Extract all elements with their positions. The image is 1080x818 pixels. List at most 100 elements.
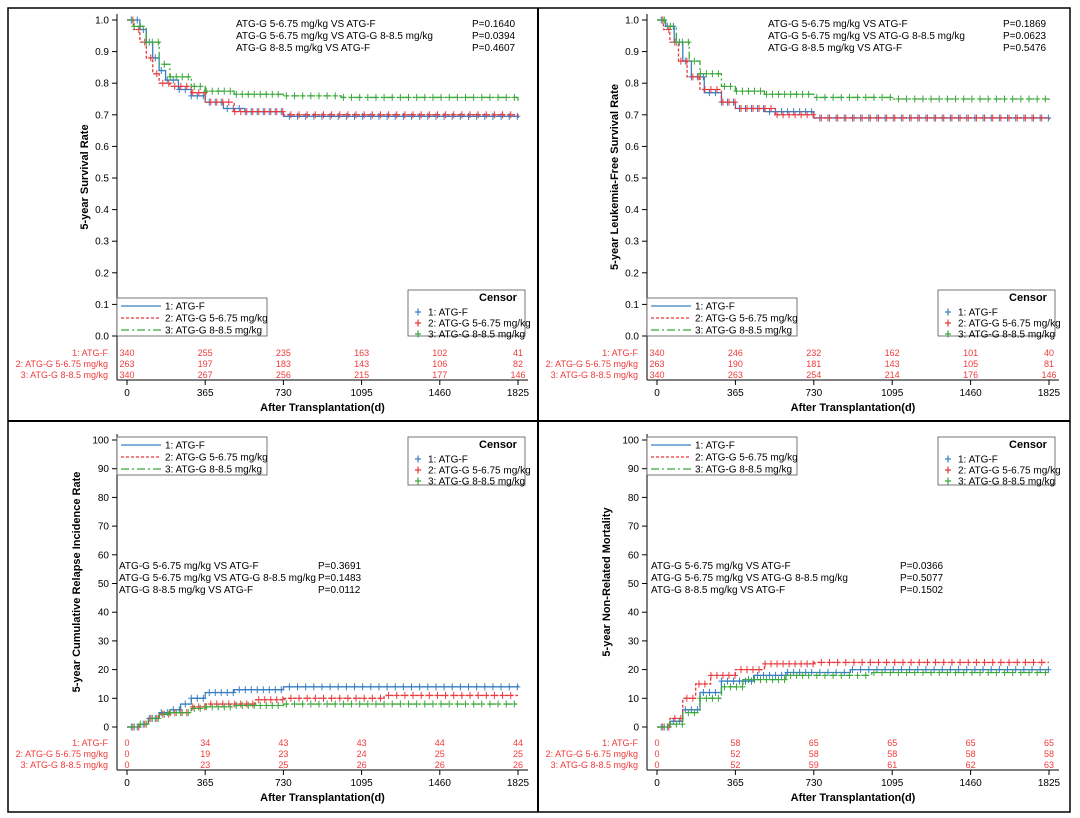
- censor-legend-label: 2: ATG-G 5-6.75 mg/kg: [958, 319, 1061, 330]
- censor-mark: [691, 57, 698, 65]
- y-tick-label: 0.8: [95, 79, 109, 90]
- censor-mark: [171, 82, 178, 90]
- risk-count: 176: [963, 370, 978, 380]
- censor-mark: [392, 112, 399, 120]
- risk-count: 43: [278, 738, 288, 748]
- censor-mark: [784, 108, 791, 116]
- risk-count: 340: [119, 348, 134, 358]
- risk-count: 23: [200, 760, 210, 770]
- censor-mark: [188, 92, 195, 100]
- censor-mark: [661, 723, 668, 731]
- risk-count: 25: [278, 760, 288, 770]
- x-tick-label: 730: [805, 778, 822, 789]
- censor-mark: [299, 700, 306, 708]
- censor-mark: [774, 660, 781, 668]
- censor-mark: [239, 701, 246, 709]
- censor-mark: [775, 676, 782, 684]
- censor-mark: [197, 82, 204, 90]
- censor-mark: [799, 671, 806, 679]
- y-tick-label: 70: [628, 522, 640, 533]
- censor-mark: [875, 658, 882, 666]
- risk-row-label: 2: ATG-G 5-6.75 mg/kg: [546, 359, 638, 369]
- censor-mark: [679, 38, 686, 46]
- x-tick-label: 1825: [1038, 388, 1061, 399]
- censor-mark: [179, 73, 186, 81]
- y-tick-label: 90: [98, 464, 110, 475]
- censor-mark: [143, 720, 150, 728]
- censor-mark: [475, 111, 482, 119]
- censor-mark: [173, 709, 180, 717]
- censor-mark: [158, 67, 165, 75]
- censor-mark: [446, 93, 453, 101]
- censor-mark: [177, 82, 184, 90]
- censor-mark: [511, 700, 518, 708]
- censor-mark: [233, 701, 240, 709]
- censor-legend-label: 3: ATG-G 8-8.5 mg/kg: [958, 477, 1055, 488]
- censor-mark: [473, 112, 480, 120]
- x-tick-label: 1825: [1038, 778, 1061, 789]
- censor-mark: [153, 70, 160, 78]
- pvalue: P=0.4607: [472, 43, 516, 54]
- censor-mark: [254, 686, 261, 694]
- censor-mark: [769, 676, 776, 684]
- censor-mark: [408, 683, 415, 691]
- censor-mark: [679, 720, 686, 728]
- censor-mark: [467, 111, 474, 119]
- censor-mark: [810, 111, 817, 119]
- censor-mark: [275, 701, 282, 709]
- censor-mark: [867, 114, 874, 122]
- censor-mark: [263, 701, 270, 709]
- censor-mark: [457, 112, 464, 120]
- y-axis-title: 5-year Cumulative Relapse Incidence Rate: [71, 472, 83, 693]
- censor-mark: [315, 92, 322, 100]
- censor-mark: [299, 92, 306, 100]
- x-tick-label: 730: [275, 388, 292, 399]
- risk-count: 82: [513, 359, 523, 369]
- x-axis-title: After Transplantation(d): [791, 792, 916, 804]
- censor-mark: [957, 658, 964, 666]
- censor-mark: [891, 658, 898, 666]
- risk-count: 0: [654, 749, 659, 759]
- x-tick-label: 0: [124, 778, 130, 789]
- censor-mark: [224, 104, 231, 112]
- censor-mark: [968, 668, 975, 676]
- censor-mark: [691, 709, 698, 717]
- censor-legend-title: Censor: [1009, 292, 1048, 304]
- censor-mark: [336, 694, 343, 702]
- censor-mark: [957, 114, 964, 122]
- censor-mark: [911, 668, 918, 676]
- censor-mark: [429, 93, 436, 101]
- censor-mark: [743, 666, 750, 674]
- censor-mark: [385, 691, 392, 699]
- censor-mark: [739, 683, 746, 691]
- censor-mark: [287, 694, 294, 702]
- risk-count: 101: [963, 348, 978, 358]
- censor-mark: [230, 689, 237, 697]
- censor-mark: [808, 668, 815, 676]
- censor-mark: [903, 668, 910, 676]
- censor-mark: [449, 112, 456, 120]
- risk-count: 23: [278, 749, 288, 759]
- censor-legend-mark-3: [415, 330, 421, 338]
- y-tick-label: 30: [628, 636, 640, 647]
- risk-count: 214: [885, 370, 900, 380]
- pvalue: P=0.1640: [472, 19, 516, 30]
- censor-mark: [725, 98, 732, 106]
- censor-mark: [507, 111, 514, 119]
- risk-count: 63: [1044, 760, 1054, 770]
- censor-mark: [826, 114, 833, 122]
- censor-mark: [481, 112, 488, 120]
- x-tick-label: 1460: [959, 388, 982, 399]
- censor-mark: [426, 111, 433, 119]
- censor-mark: [167, 73, 174, 81]
- censor-legend-label: 1: ATG-F: [428, 308, 468, 319]
- risk-count: 52: [730, 760, 740, 770]
- legend-label: 3: ATG-G 8-8.5 mg/kg: [695, 326, 792, 337]
- censor-mark: [304, 694, 311, 702]
- censor-mark: [189, 89, 196, 97]
- risk-count: 255: [198, 348, 213, 358]
- risk-count: 143: [354, 359, 369, 369]
- censor-mark: [328, 694, 335, 702]
- censor-mark: [296, 111, 303, 119]
- censor-mark: [916, 658, 923, 666]
